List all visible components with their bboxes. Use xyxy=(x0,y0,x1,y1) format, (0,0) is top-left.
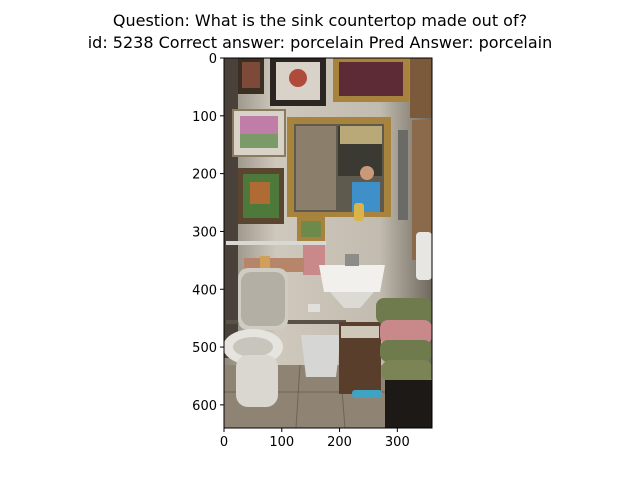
y-tick-label: 400 xyxy=(192,283,217,298)
y-tick-label: 100 xyxy=(192,110,217,125)
chart-title-line-2: id: 5238 Correct answer: porcelain Pred … xyxy=(87,33,553,52)
y-tick-label: 0 xyxy=(209,52,217,67)
y-tick-label: 200 xyxy=(192,168,217,183)
x-tick-label: 0 xyxy=(220,435,228,450)
x-tick-label: 200 xyxy=(327,435,352,450)
axes-frame xyxy=(223,57,433,429)
y-tick-label: 300 xyxy=(192,225,217,240)
x-tick-label: 300 xyxy=(385,435,410,450)
y-axis: 0 100 200 300 400 500 600 xyxy=(192,52,224,414)
x-axis: 0 100 200 300 xyxy=(220,428,410,450)
x-tick-label: 100 xyxy=(269,435,294,450)
chart-title-line-1: Question: What is the sink countertop ma… xyxy=(112,11,528,30)
y-tick-label: 500 xyxy=(192,341,217,356)
bathroom-photo xyxy=(224,58,432,428)
y-tick-label: 600 xyxy=(192,399,217,414)
